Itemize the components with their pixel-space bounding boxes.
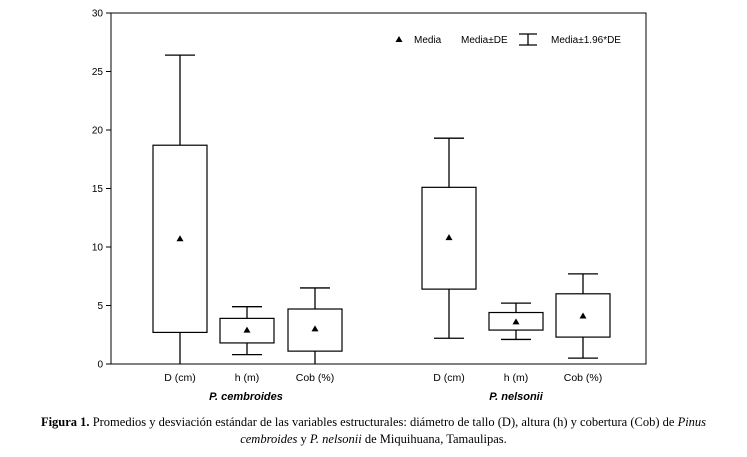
x-tick-label: Cob (%) bbox=[564, 372, 603, 384]
group-label-p-cembroides: P. cembroides bbox=[209, 391, 283, 403]
y-tick-label: 5 bbox=[97, 301, 103, 312]
caption-species-2: P. nelsonii bbox=[309, 432, 362, 446]
x-tick-label: Cob (%) bbox=[296, 372, 335, 384]
caption-species-1-epithet: cembroides bbox=[240, 432, 298, 446]
mean-marker bbox=[512, 318, 520, 325]
box-4 bbox=[488, 302, 544, 341]
box-3 bbox=[421, 137, 477, 339]
mean-marker bbox=[176, 235, 184, 242]
y-tick-label: 30 bbox=[92, 9, 104, 20]
x-tick-label: D (cm) bbox=[164, 372, 196, 384]
mean-marker bbox=[243, 326, 251, 333]
figure-caption: Figura 1. Promedios y desviación estánda… bbox=[4, 414, 743, 448]
caption-text-3: de Miquihuana, Tamaulipas. bbox=[361, 432, 507, 446]
legend-box-label: Media±DE bbox=[461, 35, 508, 46]
box-series bbox=[152, 54, 611, 364]
group-label-p-nelsonii: P. nelsonii bbox=[489, 391, 544, 403]
legend: Media Media±DE Media±1.96*DE bbox=[395, 33, 621, 46]
legend-mean-marker bbox=[395, 36, 403, 42]
mean-marker bbox=[311, 325, 319, 332]
y-tick-label: 20 bbox=[92, 126, 104, 137]
caption-label: Figura 1. bbox=[40, 415, 90, 429]
box-5 bbox=[555, 273, 611, 359]
legend-whisker-label: Media±1.96*DE bbox=[551, 35, 621, 46]
box-plot-chart: 0 5 10 15 20 25 30 D (cm) h (m) Cob (%) D (cm)… bbox=[92, 9, 647, 403]
x-axis: D (cm) h (m) Cob (%) D (cm) h (m) Cob (%… bbox=[164, 372, 602, 403]
caption-species-1-genus: Pinus bbox=[677, 415, 707, 429]
box-2 bbox=[287, 287, 343, 364]
y-axis: 0 5 10 15 20 25 30 bbox=[92, 9, 111, 371]
x-tick-label: h (m) bbox=[235, 372, 260, 384]
mean-marker bbox=[579, 312, 587, 319]
caption-text-1: Promedios y desviación estándar de las v… bbox=[89, 415, 678, 429]
y-tick-label: 25 bbox=[92, 67, 104, 78]
box-0 bbox=[152, 54, 208, 364]
mean-marker bbox=[445, 234, 453, 241]
y-tick-label: 10 bbox=[92, 243, 104, 254]
x-tick-label: h (m) bbox=[504, 372, 529, 384]
legend-mean-label: Media bbox=[414, 35, 442, 46]
x-tick-label: D (cm) bbox=[433, 372, 465, 384]
y-tick-label: 0 bbox=[97, 360, 103, 371]
legend-whisker-symbol bbox=[519, 33, 537, 46]
caption-text-2: y bbox=[297, 432, 310, 446]
y-tick-label: 15 bbox=[92, 184, 104, 195]
box-1 bbox=[219, 306, 275, 356]
